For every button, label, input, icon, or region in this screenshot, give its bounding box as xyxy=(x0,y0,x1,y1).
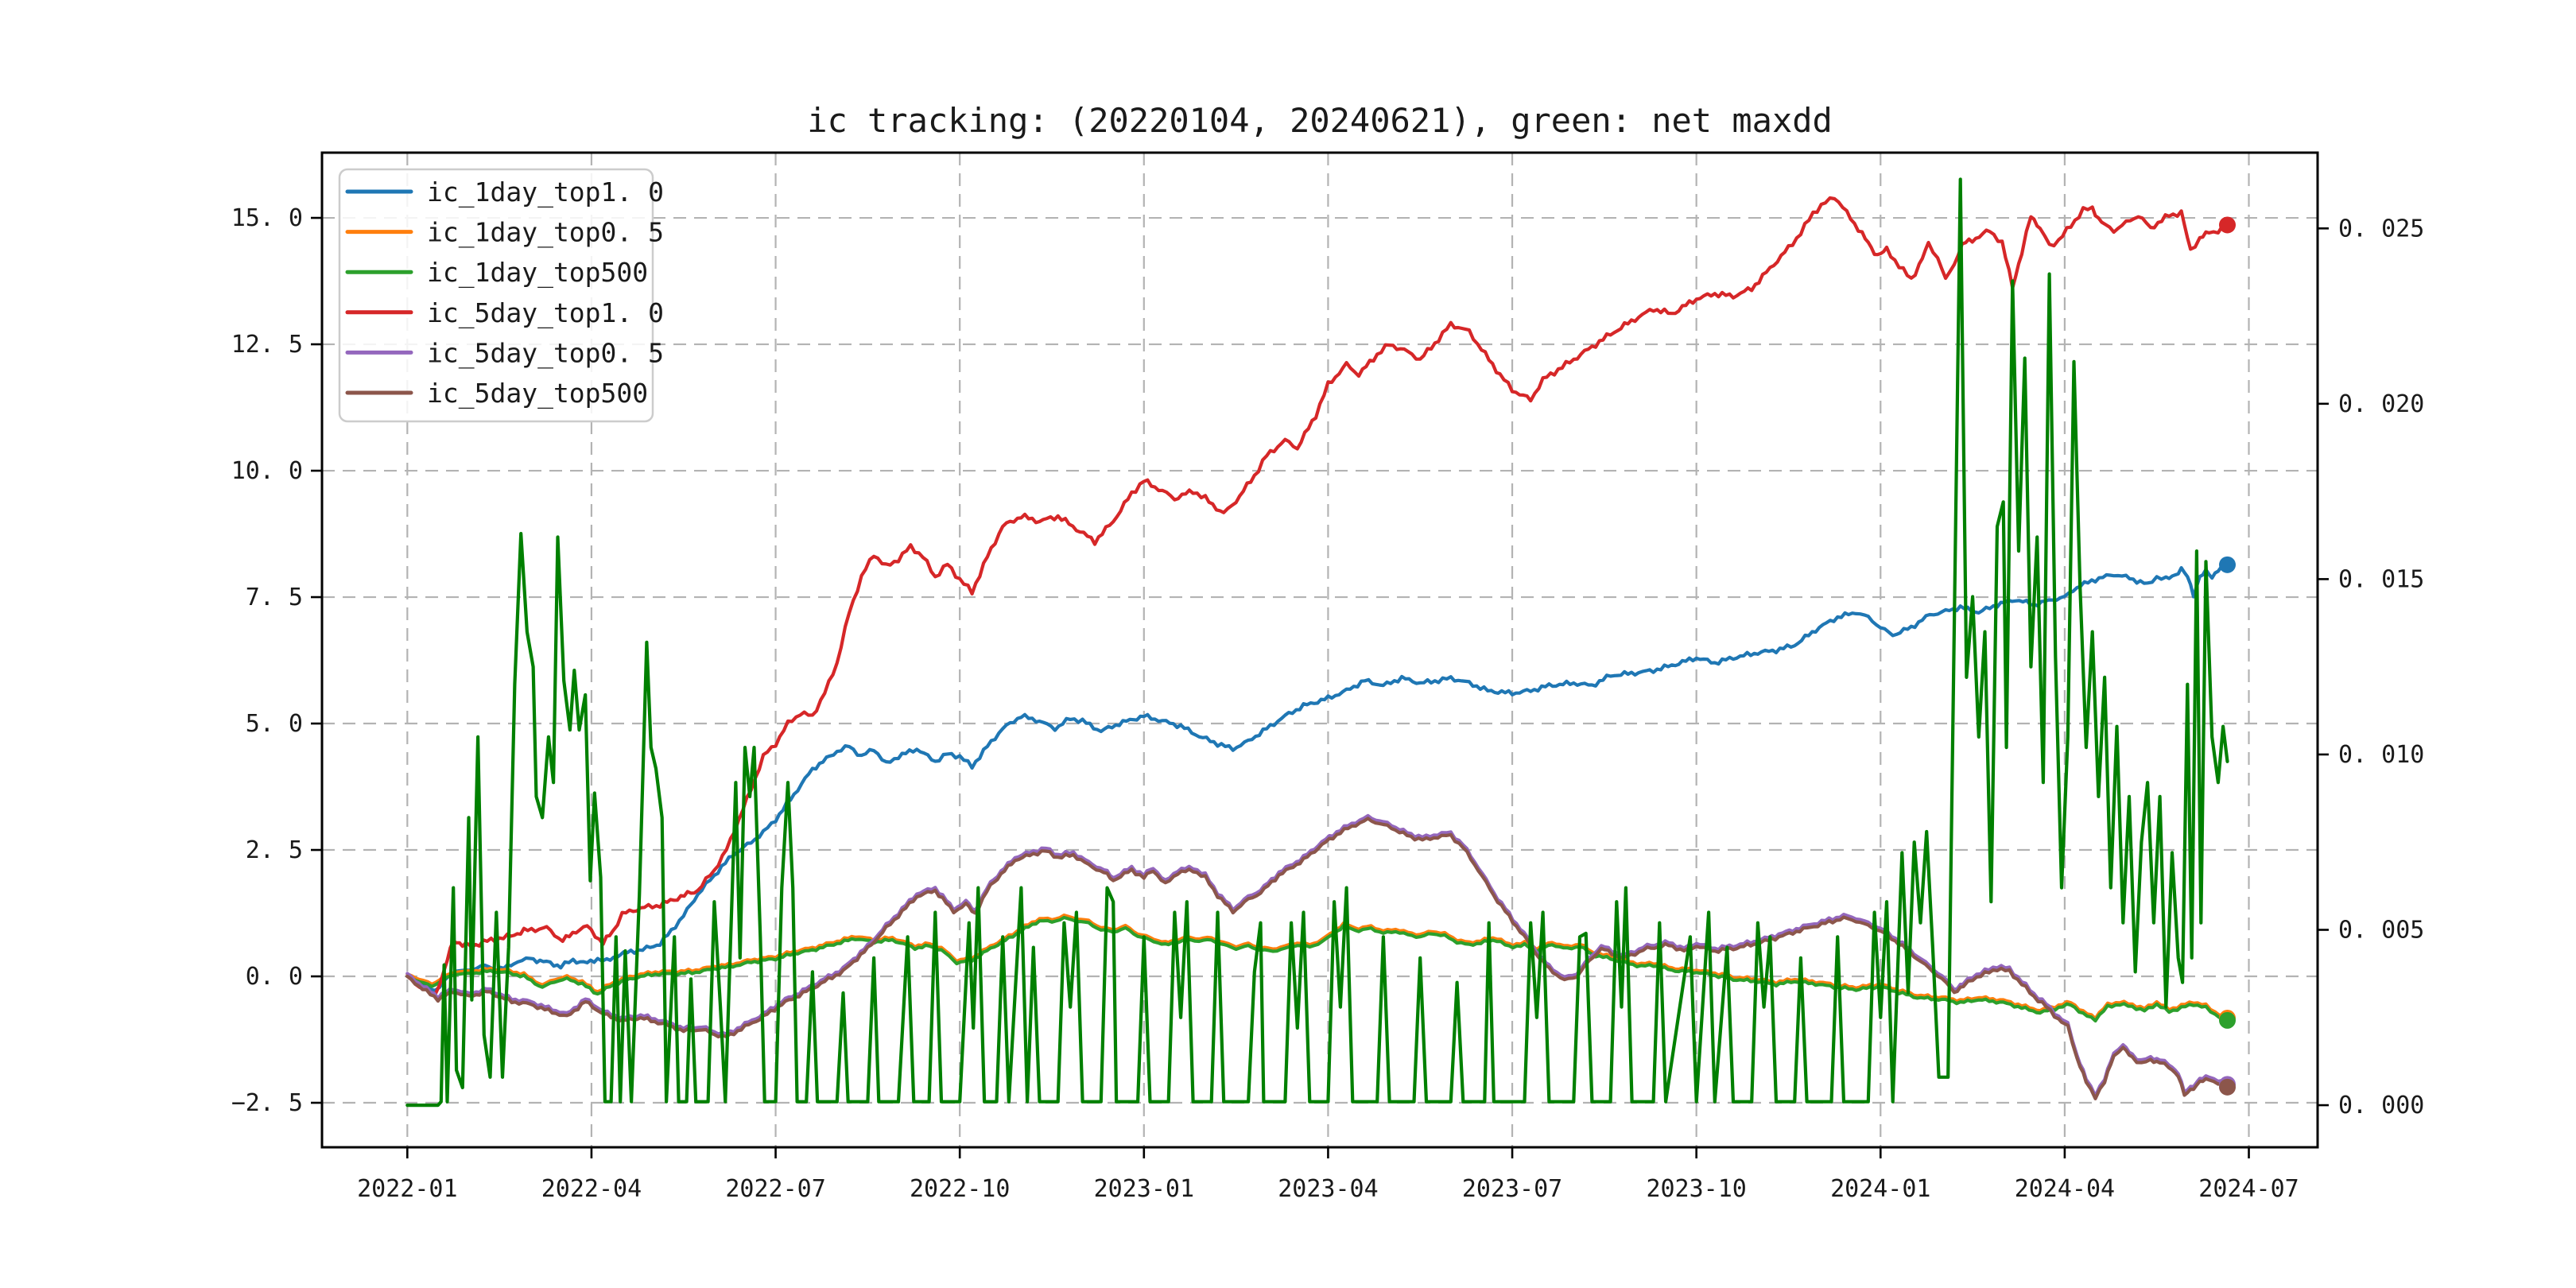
legend-entry: ic_5day_top0. 5 xyxy=(345,337,664,369)
right-axis-tick-label: 0. 010 xyxy=(2338,741,2424,769)
x-axis-tick-label: 2023-10 xyxy=(1646,1175,1746,1203)
legend-entry: ic_5day_top1. 0 xyxy=(345,297,664,329)
grid-layer xyxy=(322,153,2318,1147)
legend-entry: ic_1day_top0. 5 xyxy=(345,217,664,249)
left-axis-tick-label: 0. 0 xyxy=(246,963,303,991)
right-axis-tick-label: 0. 025 xyxy=(2338,215,2424,242)
legend-label: ic_1day_top500 xyxy=(427,257,648,289)
series-line-ic_5day_top500 xyxy=(405,817,2229,1101)
left-axis-tick-label: 7. 5 xyxy=(246,584,303,611)
series-line-ic_1day_top500 xyxy=(405,915,2229,1023)
right-axis-tick-label: 0. 020 xyxy=(2338,390,2424,418)
legend-label: ic_1day_top0. 5 xyxy=(427,217,664,249)
legend-entry: ic_1day_top1. 0 xyxy=(345,177,664,208)
series-line-ic_5day_top0.5 xyxy=(405,813,2229,1098)
end-dot-ic_5day_top500 xyxy=(2219,1078,2237,1096)
legend: ic_1day_top1. 0 ic_1day_top0. 5 ic_1day_to… xyxy=(338,168,664,423)
axes-layer: 15. 0 12. 5 10. 0 7. 5 5. 0 2. 5 0. 0 −2. 5 0. 0… xyxy=(231,151,2424,1203)
legend-entry: ic_1day_top500 xyxy=(345,257,648,289)
x-axis-tick-label: 2023-04 xyxy=(1278,1175,1378,1203)
plot-border xyxy=(320,151,2319,1149)
legend-label: ic_1day_top1. 0 xyxy=(427,177,664,208)
left-axis-tick-label: 10. 0 xyxy=(231,457,303,485)
x-axis-tick-label: 2022-07 xyxy=(725,1175,825,1203)
right-axis-tick-label: 0. 005 xyxy=(2338,917,2424,945)
series-layer xyxy=(405,177,2237,1108)
left-axis-tick-label: 15. 0 xyxy=(231,204,303,232)
end-dot-ic_5day_top1.0 xyxy=(2219,216,2237,234)
end-dot-ic_1day_top500 xyxy=(2219,1011,2237,1029)
x-axis-tick-label: 2022-10 xyxy=(910,1175,1010,1203)
legend-label: ic_5day_top1. 0 xyxy=(427,297,664,329)
legend-label: ic_5day_top0. 5 xyxy=(427,337,664,369)
left-axis-tick-label: 5. 0 xyxy=(246,710,303,738)
left-axis-tick-label: 12. 5 xyxy=(231,331,303,359)
right-axis-tick-label: 0. 000 xyxy=(2338,1092,2424,1119)
left-axis-tick-label: −2. 5 xyxy=(231,1089,303,1117)
x-axis-tick-label: 2022-04 xyxy=(541,1175,642,1203)
x-axis-tick-label: 2024-07 xyxy=(2198,1175,2299,1203)
x-axis-tick-label: 2022-01 xyxy=(357,1175,457,1203)
series-line-net_maxdd xyxy=(405,177,2229,1108)
x-axis-tick-label: 2023-01 xyxy=(1094,1175,1194,1203)
x-axis-tick-label: 2024-01 xyxy=(1830,1175,1930,1203)
chart-title: ic tracking: (20220104, 20240621), green… xyxy=(807,101,1833,140)
x-axis-tick-label: 2024-04 xyxy=(2015,1175,2115,1203)
legend-entry: ic_5day_top500 xyxy=(345,378,648,409)
series-line-ic_5day_top1.0 xyxy=(405,196,2229,997)
series-line-ic_1day_top1.0 xyxy=(405,563,2229,992)
legend-box xyxy=(338,168,654,423)
right-axis-tick-label: 0. 015 xyxy=(2338,565,2424,593)
x-axis-tick-label: 2023-07 xyxy=(1462,1175,1562,1203)
left-axis-tick-label: 2. 5 xyxy=(246,836,303,864)
legend-label: ic_5day_top500 xyxy=(427,378,648,409)
end-dot-ic_1day_top1.0 xyxy=(2219,556,2237,573)
